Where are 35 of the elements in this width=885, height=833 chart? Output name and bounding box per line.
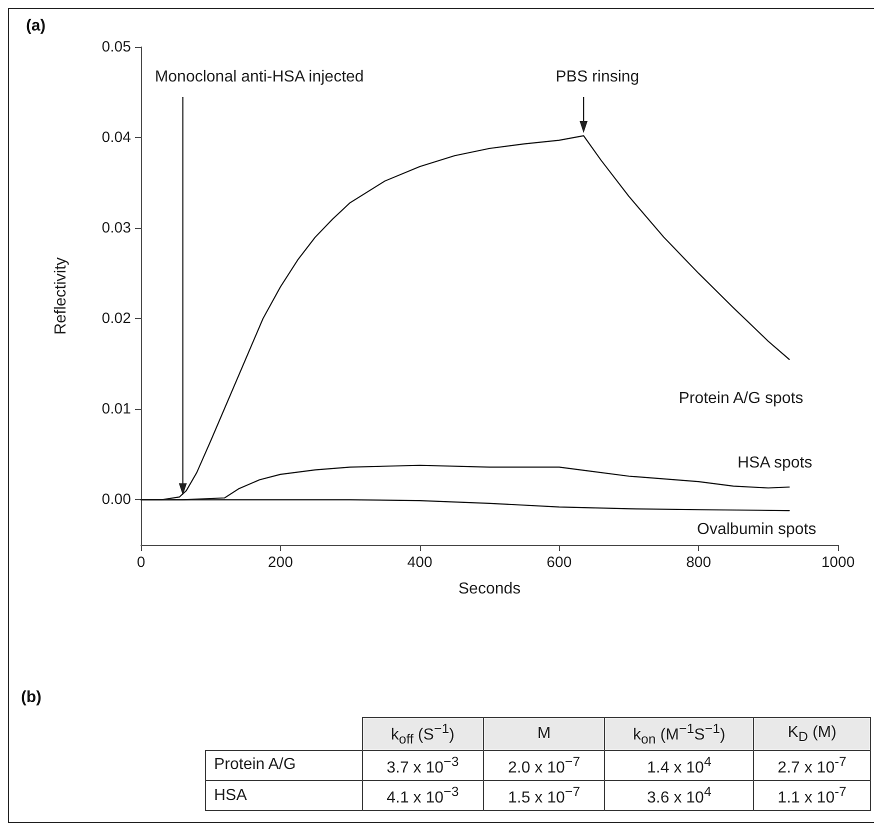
category-label: k$_{off}$ (S$^{−1}$) — [362, 718, 484, 750]
category-label: k$_{on}$ (M$^{−1}$S$^{−1}$) — [604, 718, 754, 750]
x-tick-label: 400 — [407, 554, 432, 571]
category-label: HSA — [214, 786, 247, 804]
y-tick-label: 0.01 — [102, 400, 131, 418]
x-tick-label: 600 — [546, 554, 572, 571]
annotation: Monoclonal anti-HSA injected — [154, 68, 364, 86]
text: (b) — [21, 689, 42, 707]
y-tick-label: 0.05 — [102, 38, 131, 56]
text: 3.7 x 10$^{−3}$ — [386, 754, 459, 776]
text: 1.1 x 10$^{-7}$ — [778, 784, 846, 806]
text: 2.7 x 10$^{-7}$ — [778, 754, 846, 776]
category-label: K$_{D}$ (M) — [754, 718, 870, 750]
x-tick-label: 0 — [136, 554, 146, 571]
x-tick-label: 200 — [268, 554, 293, 571]
series-label: Ovalbumin spots — [697, 521, 816, 538]
y-tick-label: 0.00 — [102, 491, 131, 508]
text: 4.1 x 10$^{−3}$ — [386, 784, 459, 806]
x-tick-label: 800 — [686, 554, 712, 571]
category-label: Protein A/G — [214, 756, 296, 774]
y-tick-label: 0.02 — [102, 310, 131, 328]
text: 2.0 x 10$^{−7}$ — [508, 754, 580, 776]
annotation: PBS rinsing — [556, 68, 640, 86]
x-axis-title: Seconds — [458, 580, 521, 598]
text: Protein A/G spots — [678, 390, 804, 407]
x-tick-label: 1000 — [821, 554, 855, 571]
y-tick-label: 0.04 — [102, 129, 131, 146]
text: 1.5 x 10$^{−7}$ — [508, 784, 580, 806]
y-axis-title: Reflectivity — [52, 257, 70, 335]
chart-title: (a) — [26, 18, 46, 34]
category-label: M — [483, 718, 605, 750]
text: 3.6 x 10$^{4}$ — [647, 784, 712, 806]
text: 1.4 x 10$^{4}$ — [647, 754, 712, 776]
y-tick-label: 0.03 — [102, 220, 131, 237]
series-label: HSA spots — [738, 454, 812, 472]
